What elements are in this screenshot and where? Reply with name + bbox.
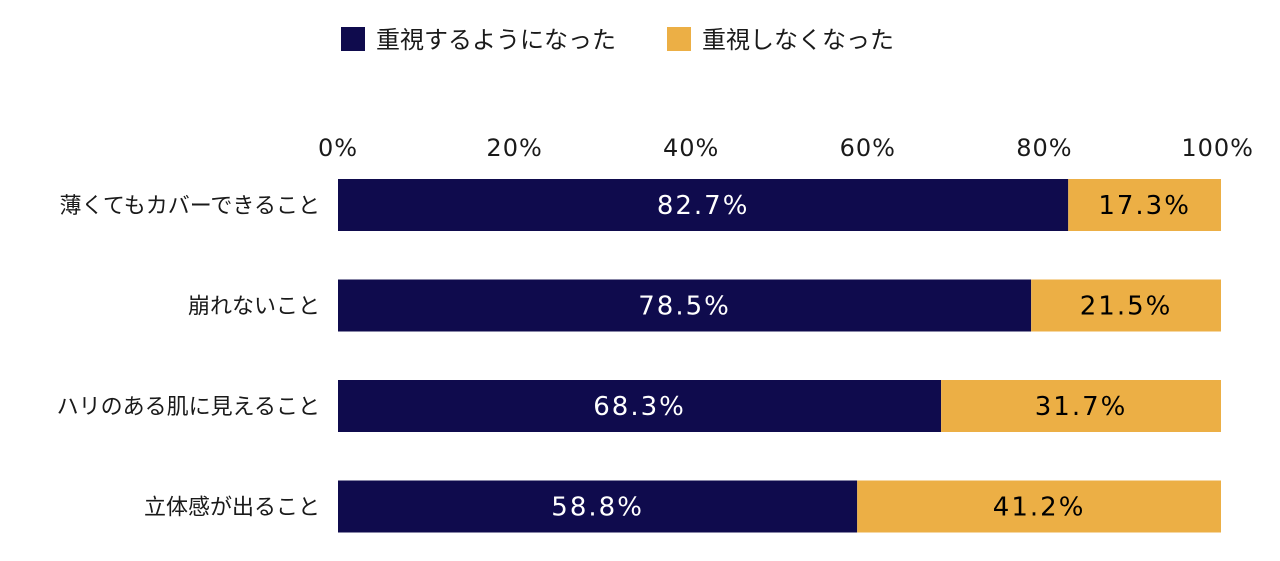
- bar-3-series-2: [941, 380, 1221, 432]
- bar-1-series-2: [1068, 179, 1221, 231]
- data-label-4-series-2: 41.2%: [993, 493, 1086, 523]
- legend-label-1: 重視するようになった: [376, 26, 616, 54]
- bar-4-series-2: [857, 480, 1221, 533]
- data-label-2-series-2: 21.5%: [1080, 292, 1173, 322]
- x-tick-label-0: 0%: [318, 134, 358, 162]
- x-axis: 0% 20% 40% 60% 80% 100%: [318, 134, 1254, 162]
- legend-swatch-1: [341, 27, 365, 51]
- category-label-3: ハリのある肌に見えること: [57, 395, 320, 420]
- data-label-3-series-2: 31.7%: [1035, 392, 1128, 422]
- bar-2-series-1: [338, 279, 1032, 332]
- data-label-1-series-2: 17.3%: [1098, 191, 1191, 221]
- bar-2-series-2: [1031, 279, 1221, 332]
- bar-1-series-1: [338, 179, 1069, 231]
- data-label-4-series-1: 58.8%: [551, 493, 644, 523]
- data-label-3-series-1: 68.3%: [593, 392, 686, 422]
- x-tick-label-80: 80%: [1016, 134, 1072, 162]
- data-label-1-series-1: 82.7%: [657, 191, 750, 221]
- category-label-1: 薄くてもカバーできること: [60, 194, 320, 219]
- x-tick-label-20: 20%: [486, 134, 542, 162]
- x-tick-label-100: 100%: [1181, 134, 1254, 162]
- category-label-2: 崩れないこと: [188, 295, 320, 320]
- category-label-4: 立体感が出ること: [144, 496, 320, 521]
- legend-swatch-2: [667, 27, 691, 51]
- x-tick-label-60: 60%: [840, 134, 896, 162]
- x-tick-label-40: 40%: [663, 134, 719, 162]
- legend: 重視するようになった 重視しなくなった: [341, 26, 894, 54]
- bar-4-series-1: [338, 480, 858, 533]
- legend-label-2: 重視しなくなった: [702, 26, 894, 54]
- bar-3-series-1: [338, 380, 942, 432]
- bars: [338, 179, 1221, 533]
- data-labels: 82.7% 17.3% 78.5% 21.5% 68.3% 31.7% 58.8% 41.2%: [551, 191, 1191, 523]
- data-label-2-series-1: 78.5%: [638, 292, 731, 322]
